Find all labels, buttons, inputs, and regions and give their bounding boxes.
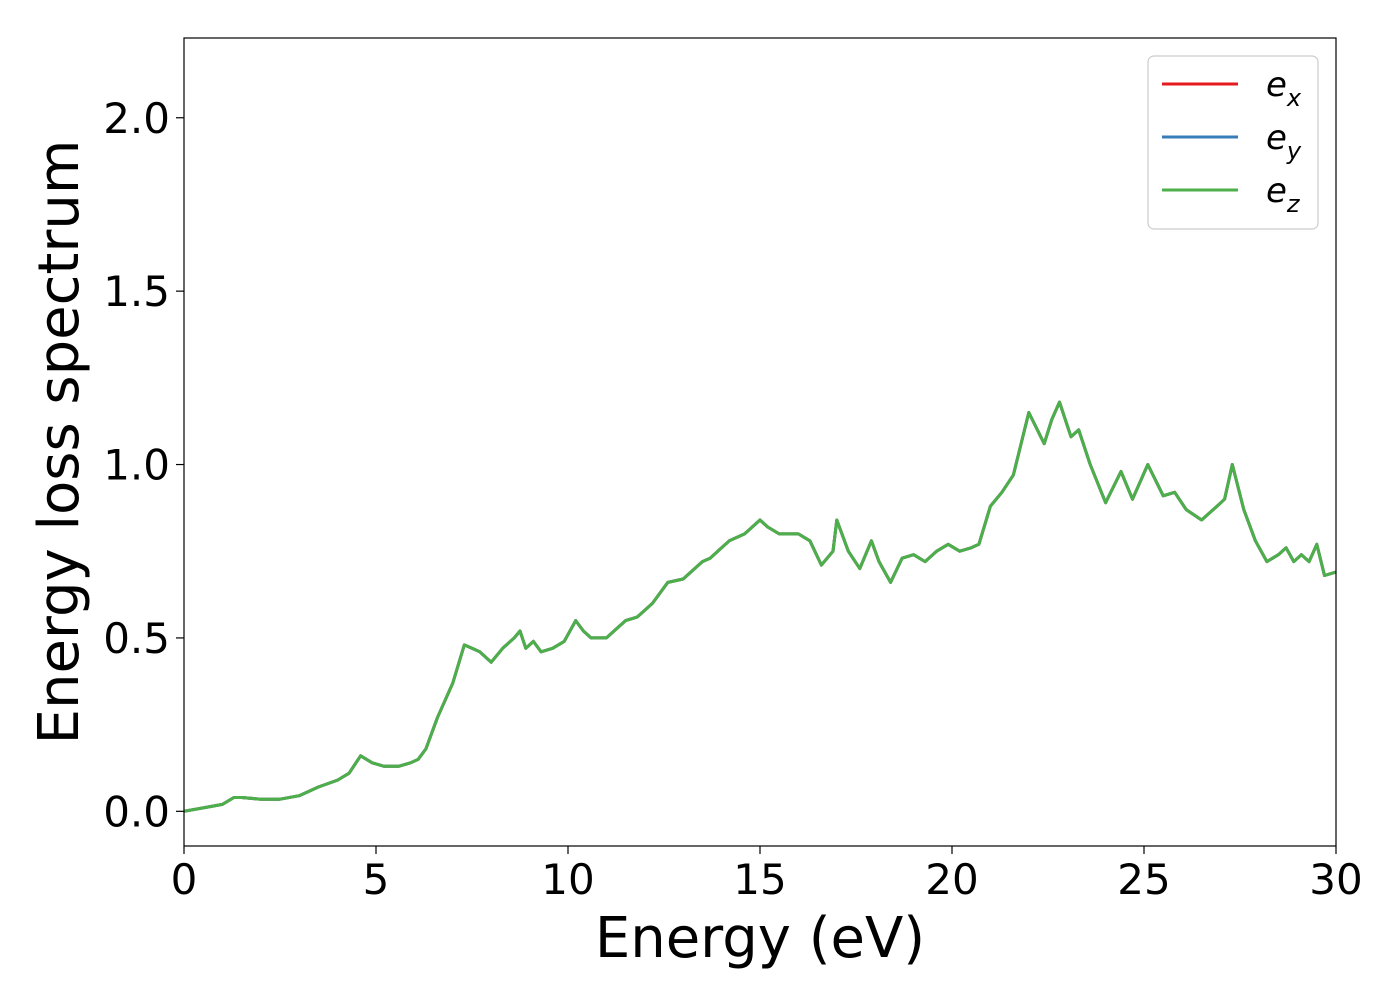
x-tick-label: 20 xyxy=(925,855,978,904)
legend-label-y: ey xyxy=(1266,118,1302,165)
series-line-y xyxy=(184,400,1336,813)
y-tick-label: 0.5 xyxy=(103,614,170,663)
legend: ex ey ez xyxy=(1147,55,1319,230)
legend-label-x: ex xyxy=(1266,65,1302,112)
x-tick-label: 0 xyxy=(171,855,198,904)
y-tick-label: 1.5 xyxy=(103,267,170,316)
legend-frame xyxy=(1147,55,1319,230)
legend-label-z: ez xyxy=(1266,171,1301,218)
x-tick-label: 25 xyxy=(1117,855,1170,904)
x-tick-label: 5 xyxy=(363,855,390,904)
y-tick-label: 0.0 xyxy=(103,787,170,836)
series-line-x xyxy=(184,400,1336,813)
x-axis-ticks: 0 5 10 15 20 25 30 xyxy=(171,846,1363,904)
y-tick-label: 2.0 xyxy=(103,94,170,143)
x-axis-label: Energy (eV) xyxy=(595,906,925,971)
x-tick-label: 15 xyxy=(733,855,786,904)
y-axis-ticks: 0.0 0.5 1.0 1.5 2.0 xyxy=(103,94,184,836)
x-tick-label: 10 xyxy=(541,855,594,904)
legend-items: ex ey ez xyxy=(1162,65,1302,218)
x-tick-label: 30 xyxy=(1309,855,1362,904)
series-line-z xyxy=(184,400,1336,813)
y-tick-label: 1.0 xyxy=(103,441,170,490)
plot-series-group xyxy=(184,400,1336,813)
y-axis-label: Energy loss spectrum xyxy=(27,140,92,745)
